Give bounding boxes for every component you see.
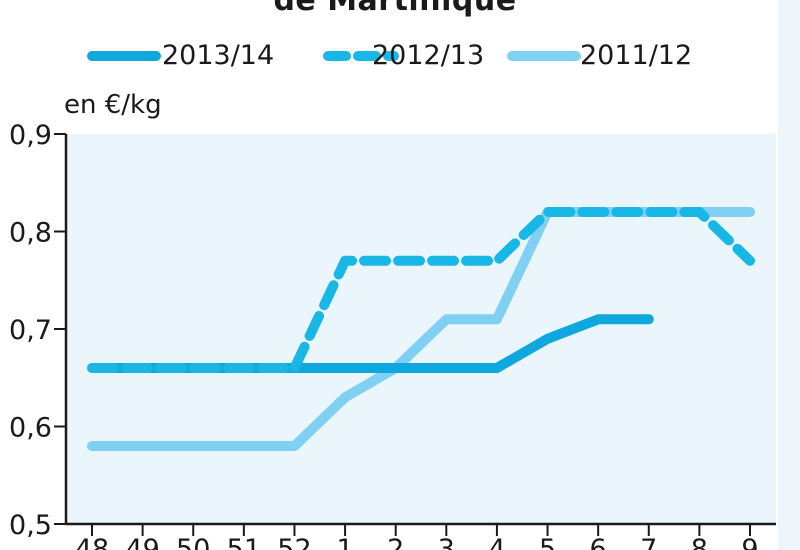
data-point-2013-14 (394, 366, 398, 370)
right-edge-strip (778, 0, 800, 550)
x-tick-label: 5 (539, 534, 556, 550)
data-point-2013-14 (444, 366, 448, 370)
data-point-2013-14 (546, 337, 550, 341)
data-point-2012-13 (546, 210, 550, 214)
data-point-2012-13 (90, 366, 94, 370)
legend-label-2013-14: 2013/14 (162, 40, 275, 71)
x-tick-label: 9 (741, 534, 758, 550)
chart-legend: 2013/14 2012/13 2011/12 (86, 36, 786, 76)
legend-label-2012-13: 2012/13 (372, 40, 485, 71)
data-point-2012-13 (748, 259, 752, 263)
data-point-2012-13 (242, 366, 246, 370)
x-tick-label: 52 (277, 534, 311, 550)
data-point-2012-13 (343, 259, 347, 263)
plot-area (66, 134, 776, 524)
legend-swatch-2011-12 (507, 51, 581, 61)
data-point-2012-13 (697, 210, 701, 214)
x-tick-label: 3 (438, 534, 455, 550)
data-point-2012-13 (495, 259, 499, 263)
y-tick-label: 0,9 (9, 120, 52, 151)
data-point-2012-13 (292, 366, 296, 370)
data-point-2011-12 (141, 444, 145, 448)
data-point-2013-14 (343, 366, 347, 370)
data-point-2012-13 (394, 259, 398, 263)
x-tick-label: 48 (75, 534, 109, 550)
data-point-2011-12 (90, 444, 94, 448)
x-tick-label: 4 (488, 534, 505, 550)
y-axis-unit-label: en €/kg (64, 90, 162, 120)
x-tick-label: 6 (590, 534, 607, 550)
y-tick-label: 0,8 (9, 218, 52, 249)
data-point-2011-12 (444, 317, 448, 321)
x-tick-label: 1 (336, 534, 353, 550)
chart-title: de Martinique (273, 0, 517, 18)
legend-swatch-2012-13 (323, 51, 399, 61)
x-tick-label: 7 (640, 534, 657, 550)
legend-swatch-2013-14 (87, 51, 161, 61)
data-point-2012-13 (647, 210, 651, 214)
data-point-2013-14 (495, 366, 499, 370)
x-tick-label: 49 (125, 534, 159, 550)
x-tick-label: 2 (387, 534, 404, 550)
y-tick-label: 0,5 (9, 510, 52, 541)
legend-label-2011-12: 2011/12 (580, 40, 693, 71)
data-point-2011-12 (495, 317, 499, 321)
data-point-2011-12 (242, 444, 246, 448)
x-tick-label: 8 (691, 534, 708, 550)
x-tick-label: 50 (176, 534, 210, 550)
data-point-2013-14 (647, 317, 651, 321)
data-point-2012-13 (141, 366, 145, 370)
data-point-2013-14 (596, 317, 600, 321)
series-line-2012-13 (87, 207, 755, 373)
data-point-2012-13 (596, 210, 600, 214)
data-point-2012-13 (444, 259, 448, 263)
data-point-2011-12 (748, 210, 752, 214)
y-tick-label: 0,7 (9, 315, 52, 346)
x-tick-label: 51 (227, 534, 261, 550)
y-tick-label: 0,6 (9, 413, 52, 444)
data-point-2012-13 (191, 366, 195, 370)
data-point-2011-12 (343, 395, 347, 399)
data-point-2011-12 (191, 444, 195, 448)
data-point-2011-12 (292, 444, 296, 448)
